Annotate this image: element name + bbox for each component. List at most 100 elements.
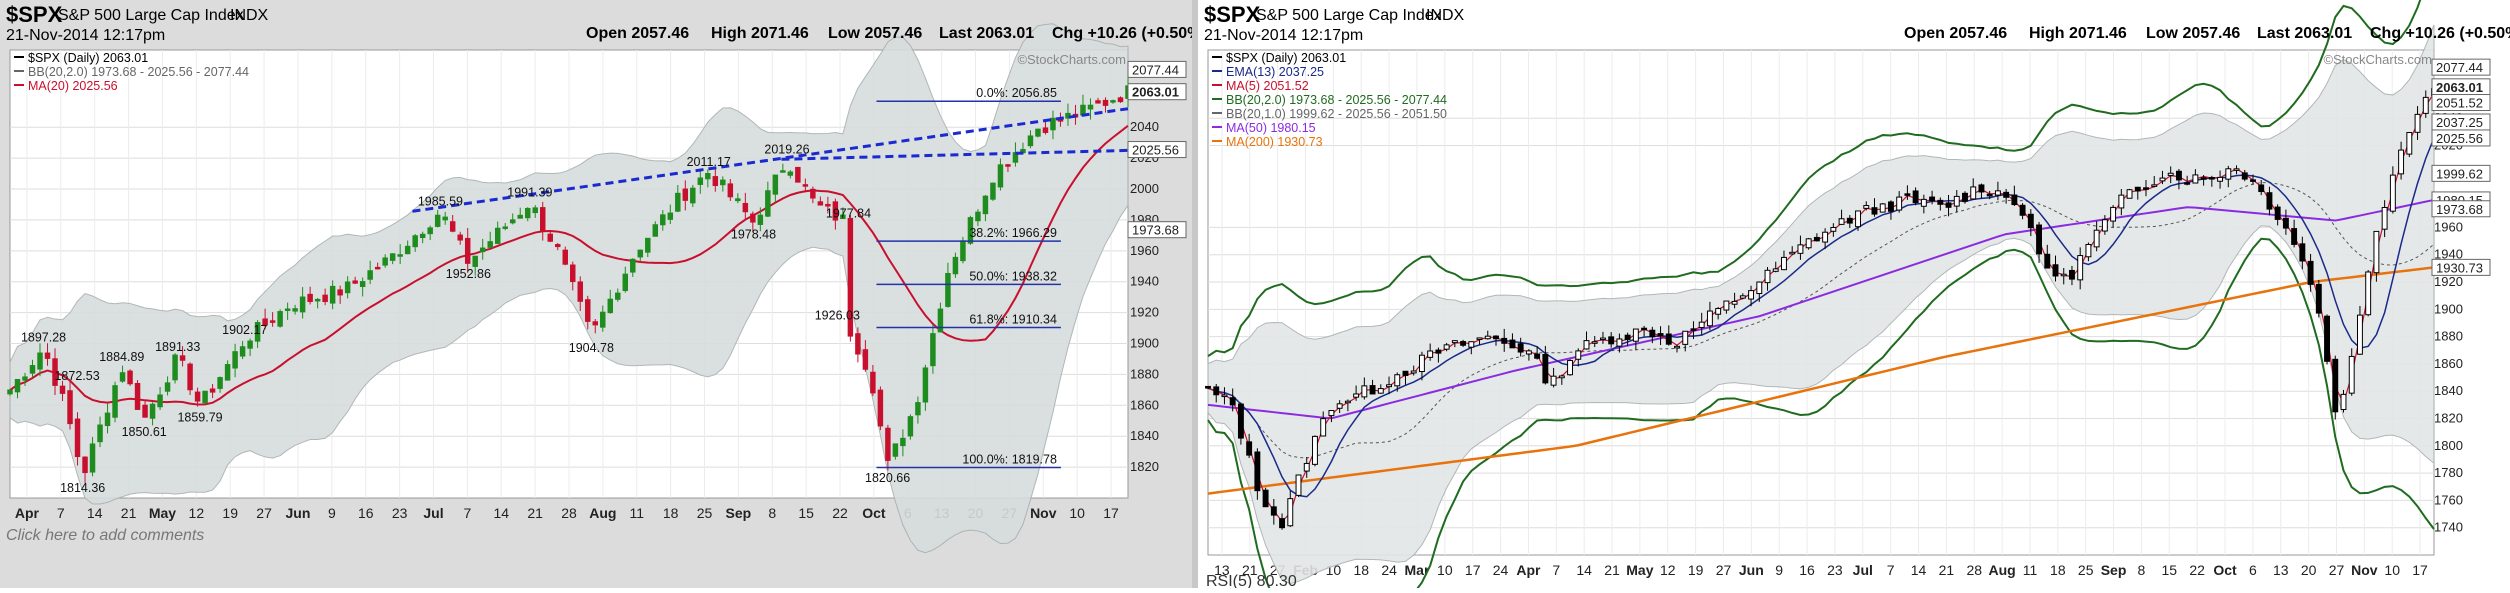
candle-body xyxy=(1525,350,1532,355)
candle-body xyxy=(750,213,756,223)
candle-body xyxy=(1451,340,1458,344)
candle-body xyxy=(472,255,478,267)
candle-body xyxy=(307,293,313,302)
candle-body xyxy=(712,176,719,187)
x-tick-label: 7 xyxy=(463,505,471,521)
candle-body xyxy=(1608,336,1615,345)
candle-body xyxy=(269,320,276,323)
candle-body xyxy=(1254,451,1261,492)
candle-body xyxy=(2250,179,2256,182)
candle-body xyxy=(1920,198,1927,207)
axis-value-label: 2025.56 xyxy=(2436,131,2483,146)
candle-body xyxy=(427,227,433,235)
candle-body xyxy=(187,363,193,391)
candle-body xyxy=(532,207,538,214)
bb-middle-line xyxy=(1207,182,2435,459)
candle-body xyxy=(1262,489,1269,508)
x-tick-label: 13 xyxy=(1214,562,1230,578)
legend-entry: BB(20,1.0) 1999.62 - 2025.56 - 2051.50 xyxy=(1226,107,1447,121)
candle-body xyxy=(1205,385,1211,389)
candle-body xyxy=(464,237,471,264)
y-tick-label: 1780 xyxy=(2434,465,2463,480)
candle-body xyxy=(607,298,614,314)
right-chart-svg: 1740176017801800182018401860188019001920… xyxy=(1204,0,2510,593)
candle-body xyxy=(1871,207,1878,215)
candle-body xyxy=(179,355,186,361)
x-tick-label: 8 xyxy=(768,505,776,521)
y-tick-label: 1820 xyxy=(2434,411,2463,426)
candle-body xyxy=(682,188,689,201)
candle-body xyxy=(1904,193,1911,196)
candle-body xyxy=(172,354,178,381)
candle-body xyxy=(840,214,846,220)
candle-body xyxy=(832,201,839,221)
candle-body xyxy=(119,372,126,382)
candle-body xyxy=(1237,403,1244,439)
candle-body xyxy=(1797,244,1804,254)
x-tick-label: 21 xyxy=(527,505,543,521)
candle-body xyxy=(37,352,43,370)
candle-body xyxy=(1962,192,1968,202)
candle-body xyxy=(780,170,786,173)
x-tick-label: Mar xyxy=(1405,562,1430,578)
panel-divider xyxy=(1192,0,1198,588)
legend-entry: MA(20) 2025.56 xyxy=(28,79,118,93)
x-tick-label: 10 xyxy=(1437,562,1453,578)
candle-body xyxy=(2307,260,2314,285)
x-tick-label: 9 xyxy=(328,505,336,521)
candle-body xyxy=(82,456,88,474)
candle-body xyxy=(2291,228,2298,245)
axis-value-box xyxy=(1127,141,1187,159)
price-annotation: 1978.48 xyxy=(731,227,776,241)
candle-body xyxy=(2151,184,2158,187)
x-tick-label: Jun xyxy=(1739,562,1764,578)
candle-body xyxy=(1410,370,1417,374)
axis-value-label: 2077.44 xyxy=(1132,62,1179,77)
candle-body xyxy=(164,382,171,392)
candle-body xyxy=(359,281,366,287)
price-annotation: 1872.53 xyxy=(54,369,99,383)
candle-body xyxy=(765,190,771,217)
candle-body xyxy=(802,184,809,187)
candle-body xyxy=(142,404,148,418)
watermark: ©StockCharts.com xyxy=(1017,52,1126,67)
candle-body xyxy=(952,256,959,275)
y-tick-label: 1920 xyxy=(2434,274,2463,289)
axis-value-label: 2063.01 xyxy=(1132,85,1179,100)
price-annotation: 1850.61 xyxy=(122,425,167,439)
candle-body xyxy=(900,437,906,447)
x-tick-label: Jul xyxy=(423,505,443,521)
candle-body xyxy=(344,281,351,294)
candle-body xyxy=(1929,196,1936,202)
x-tick-label: 28 xyxy=(561,505,577,521)
candle-body xyxy=(2258,184,2265,193)
candle-body xyxy=(2052,264,2059,277)
x-tick-label: 13 xyxy=(2273,562,2289,578)
candle-body xyxy=(592,321,598,326)
x-tick-label: 14 xyxy=(1576,562,1592,578)
x-tick-label: Sep xyxy=(2101,562,2127,578)
x-tick-label: 18 xyxy=(1353,562,1369,578)
x-tick-label: 16 xyxy=(358,505,374,521)
x-tick-label: 24 xyxy=(1493,562,1509,578)
candle-body xyxy=(1698,321,1705,329)
legend-swatch xyxy=(1212,84,1222,86)
candle-body xyxy=(1542,353,1549,384)
candle-body xyxy=(224,364,231,381)
candle-body xyxy=(1863,205,1870,209)
candle-body xyxy=(1567,360,1573,376)
x-tick-label: Apr xyxy=(15,505,40,521)
price-annotation: 1991.39 xyxy=(507,185,552,199)
candle-body xyxy=(1369,385,1376,395)
candle-body xyxy=(1336,403,1343,409)
candle-body xyxy=(1468,341,1475,348)
x-tick-label: 7 xyxy=(57,505,65,521)
candle-body xyxy=(2027,213,2034,229)
exchange-label: INDX xyxy=(1426,7,1465,24)
candle-body xyxy=(329,285,336,304)
candle-body xyxy=(487,241,493,248)
candle-body xyxy=(637,249,644,258)
candle-body xyxy=(990,182,996,200)
candle-body xyxy=(645,237,651,253)
candle-body xyxy=(2192,174,2199,184)
